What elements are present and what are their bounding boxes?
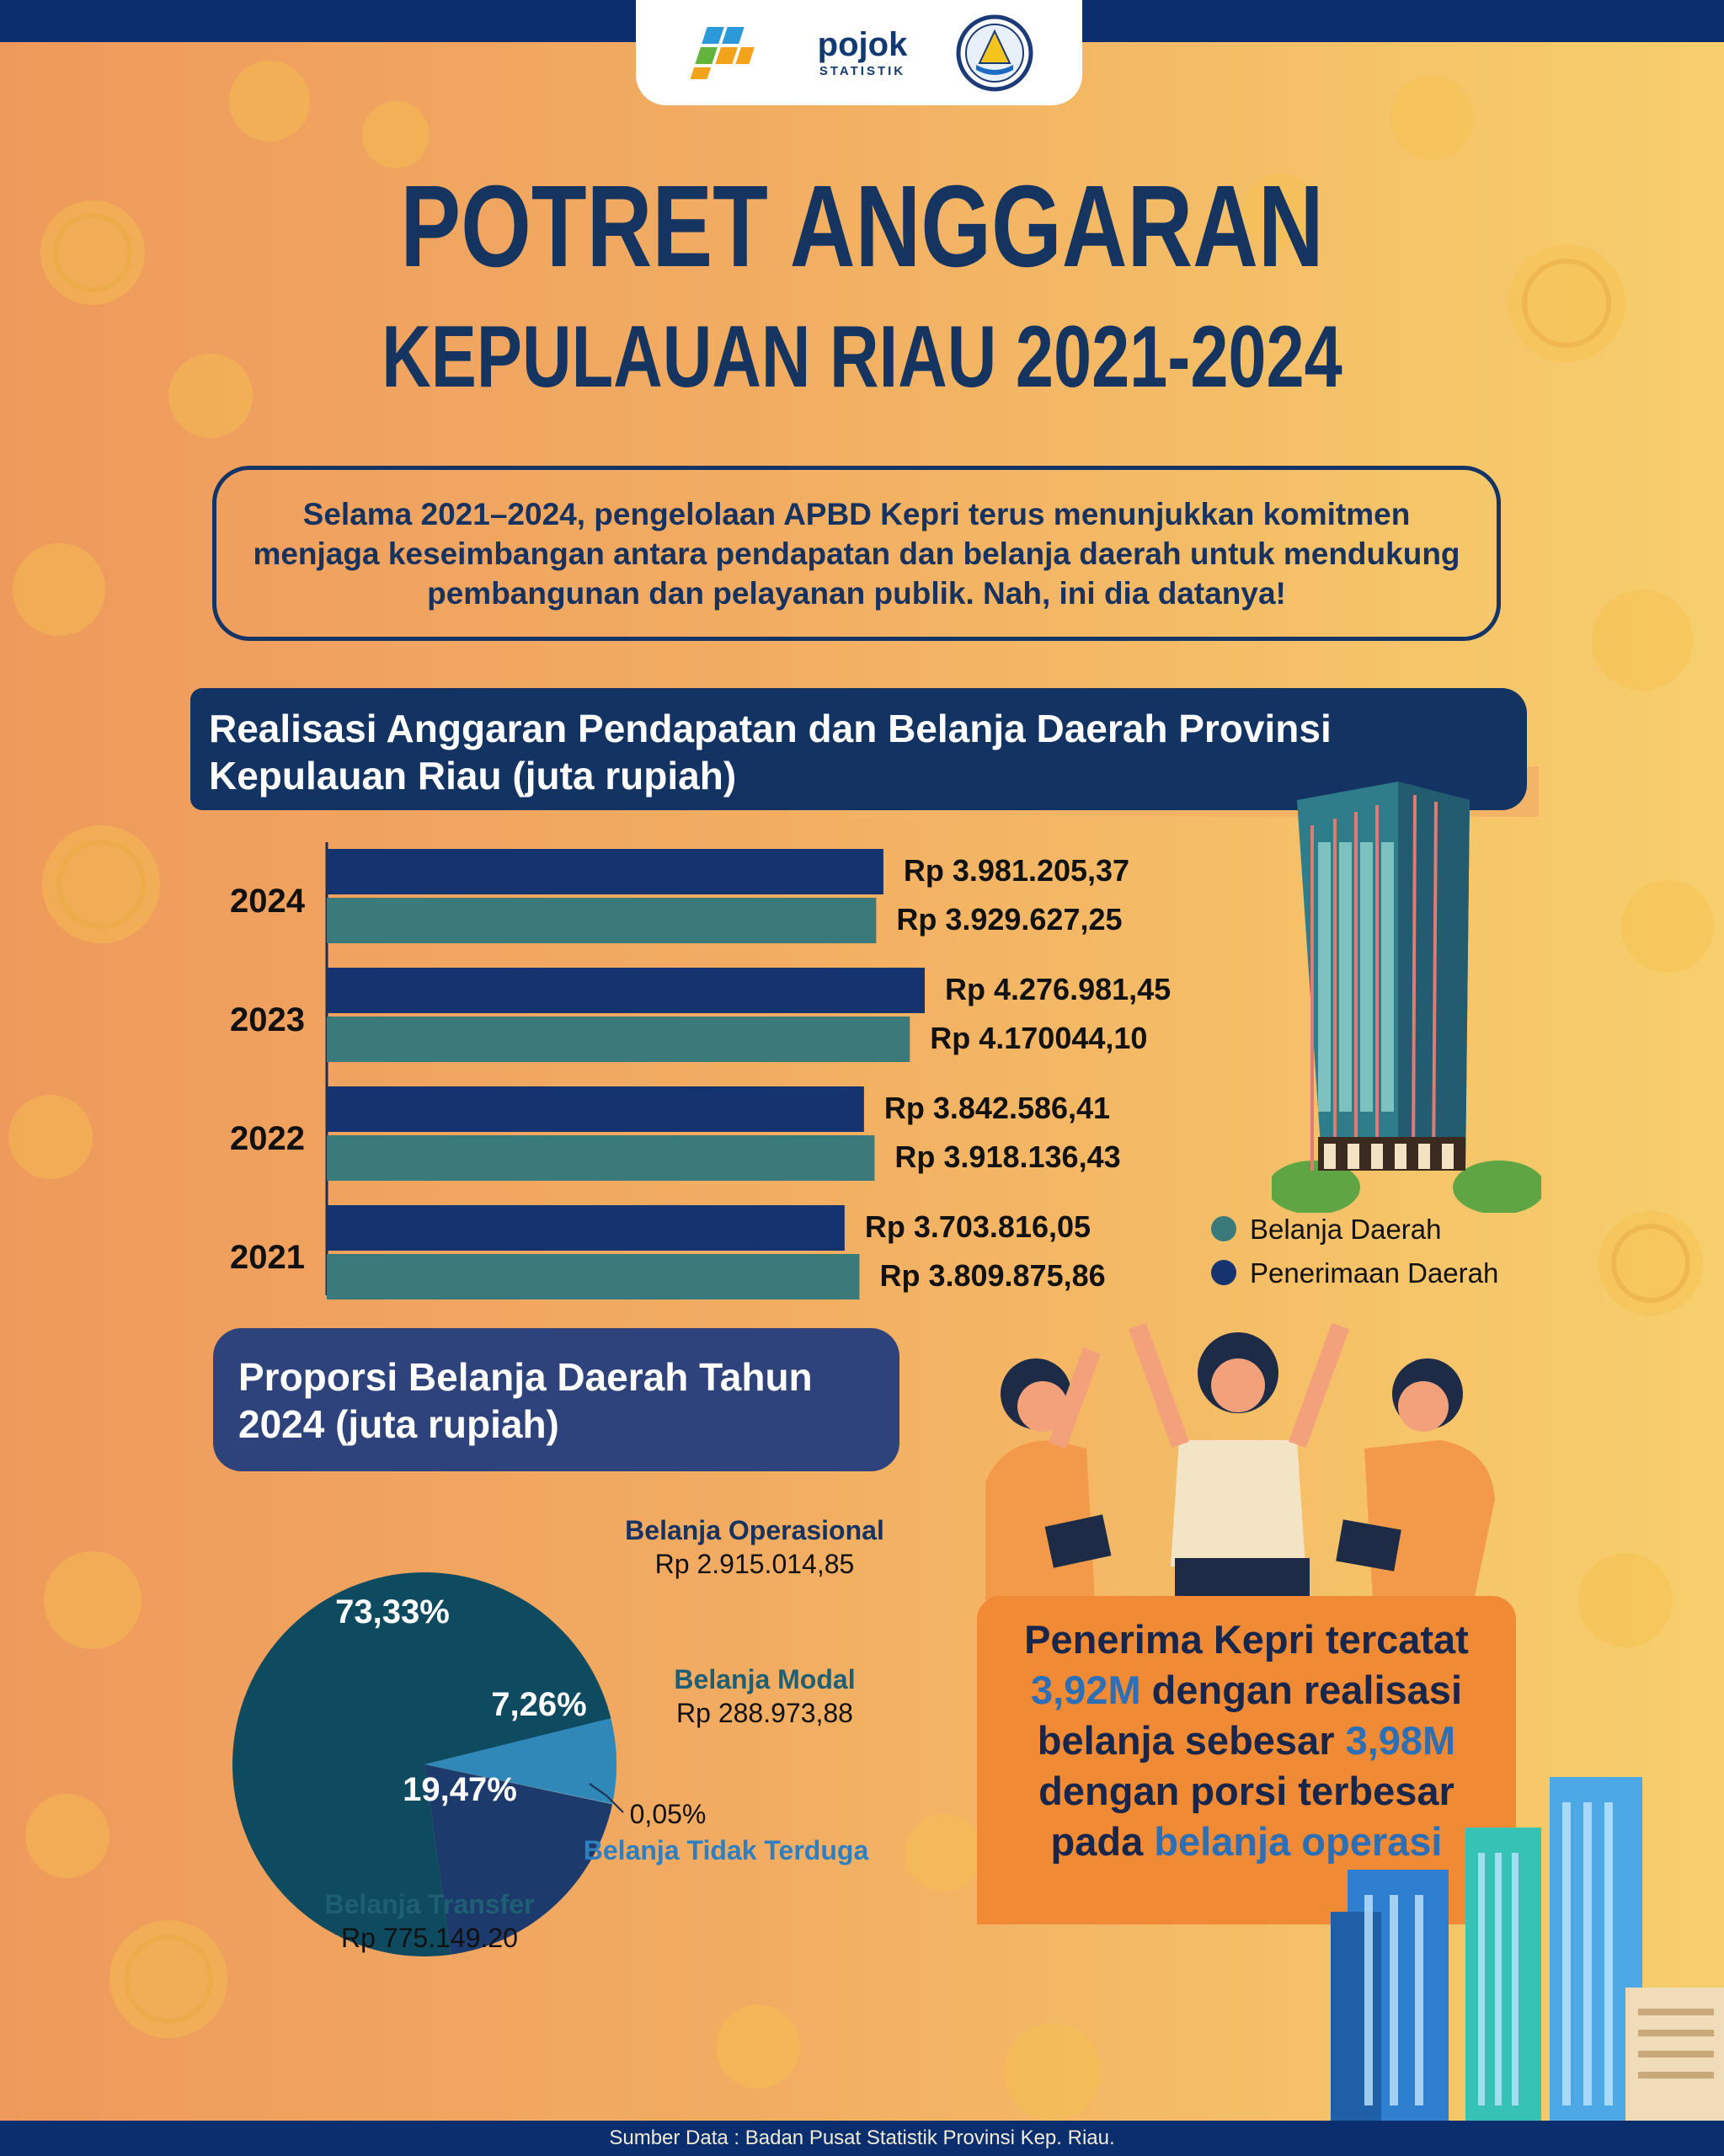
pie-chart-title: Proporsi Belanja Daerah Tahun 2024 (juta… (213, 1328, 899, 1471)
pie-percent-transfer: 19,47% (403, 1771, 517, 1808)
bar-penerimaan-2023 (327, 968, 925, 1013)
callout-text-1: Penerima Kepri tercatat (1024, 1617, 1469, 1662)
bar-value-label: Rp 3.703.816,05 (865, 1209, 1091, 1244)
pie-percent-tidak-terduga: 0,05% (630, 1799, 707, 1829)
bar-category-label: 2024 (230, 883, 306, 920)
bar-chart-title: Realisasi Anggaran Pendapatan dan Belanj… (190, 688, 1527, 810)
bar-belanja-2024 (327, 898, 877, 943)
bar-value-label: Rp 3.918.136,43 (894, 1139, 1120, 1174)
bar-category-label: 2022 (230, 1120, 305, 1157)
city-buildings-illustration (1331, 1777, 1724, 2121)
skyscraper-illustration (1272, 782, 1541, 1213)
page-subtitle: KEPULAUAN RIAU 2021-2024 (382, 308, 1342, 406)
logo-box: pojok STATISTIK (636, 0, 1082, 105)
pie-slice-belanja-operasional (232, 1572, 611, 1956)
pie-leader-line (589, 1783, 624, 1813)
pie-amount-transfer: Rp 775.149.20 (341, 1923, 518, 1953)
bps-logo-icon (690, 26, 755, 79)
legend-swatch (1211, 1260, 1236, 1285)
bar-value-label: Rp 3.842.586,41 (884, 1091, 1110, 1125)
pie-amount-modal: Rp 288.973,88 (676, 1698, 853, 1728)
people-celebration-illustration (985, 1322, 1495, 1600)
callout-value-penerimaan: 3,92M (1030, 1668, 1141, 1712)
pie-amount-operasional: Rp 2.915.014,85 (655, 1549, 855, 1579)
bar-belanja-2021 (327, 1254, 860, 1299)
pojok-logo-top: pojok (817, 26, 908, 63)
bar-value-label: Rp 3.809.875,86 (879, 1258, 1105, 1293)
pie-slice-belanja-transfer (424, 1764, 613, 1955)
pie-slices (232, 1572, 616, 1956)
pie-name-tidak-terduga: Belanja Tidak Terduga (584, 1835, 869, 1865)
pie-slice-belanja-tidak-terduga (424, 1764, 613, 1805)
bar-penerimaan-2021 (327, 1205, 845, 1251)
pojok-logo-bottom: STATISTIK (819, 64, 906, 78)
footer-source: Sumber Data : Badan Pusat Statistik Prov… (0, 2121, 1724, 2156)
pie-name-modal: Belanja Modal (674, 1664, 855, 1694)
callout-value-belanja: 3,98M (1345, 1718, 1456, 1763)
intro-text: Selama 2021–2024, pengelolaan APBD Kepri… (212, 466, 1501, 641)
bar-value-label: Rp 4.276.981,45 (945, 972, 1171, 1006)
legend-label: Penerimaan Daerah (1250, 1257, 1498, 1289)
bar-value-label: Rp 3.929.627,25 (896, 902, 1122, 937)
legend-label: Belanja Daerah (1250, 1214, 1442, 1245)
pie-percent-operasional: 73,33% (335, 1593, 450, 1630)
callout-text-2: dengan realisasi belanja sebesar (1037, 1668, 1463, 1763)
bar-value-label: Rp 3.981.205,37 (904, 853, 1129, 888)
pie-name-transfer: Belanja Transfer (325, 1889, 535, 1919)
legend-swatch (1211, 1216, 1236, 1241)
page-title: POTRET ANGGARAN (400, 162, 1324, 291)
bar-category-label: 2023 (230, 1001, 305, 1038)
bar-belanja-2023 (327, 1017, 910, 1062)
callout-text-3: dengan porsi terbesar pada (1038, 1769, 1454, 1864)
pojok-statistik-logo: pojok STATISTIK (818, 28, 908, 77)
callout-value-operasi: belanja operasi (1154, 1819, 1443, 1864)
bar-category-label: 2021 (230, 1239, 305, 1276)
bar-value-label: Rp 4.170044,10 (930, 1021, 1147, 1055)
pie-name-operasional: Belanja Operasional (625, 1515, 884, 1545)
pie-percent-modal: 7,26% (491, 1686, 586, 1723)
pie-chart: 73,33% 7,26% 19,47% Belanja Operasional Rp 2… (232, 1515, 884, 1956)
bar-belanja-2022 (327, 1135, 875, 1181)
bar-penerimaan-2024 (327, 849, 883, 894)
kepri-emblem-icon (956, 14, 1033, 91)
pie-slice-belanja-modal (424, 1716, 616, 1804)
bar-chart: 2024 Rp 3.981.205,37 Rp 3.929.627,25 2023 Rp… (230, 842, 1498, 1299)
bar-penerimaan-2022 (327, 1086, 864, 1132)
